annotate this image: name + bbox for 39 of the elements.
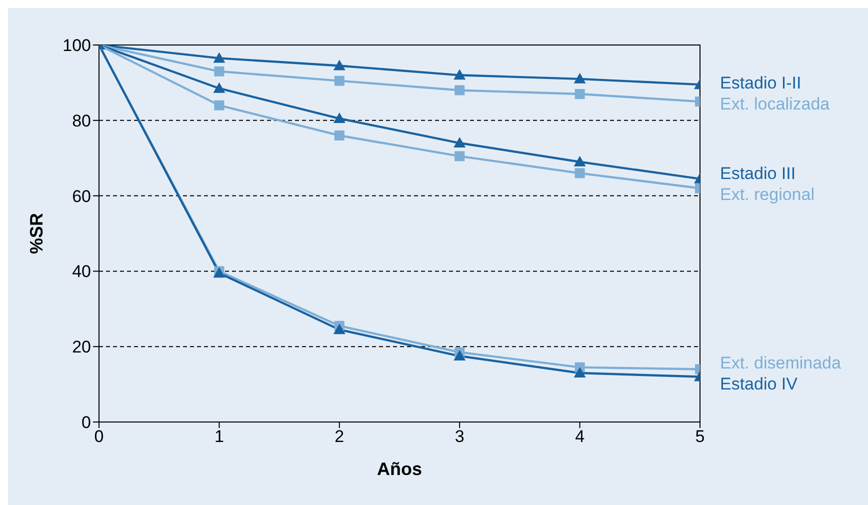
series-label: Ext. localizada	[720, 94, 830, 114]
point	[213, 52, 226, 63]
point	[454, 69, 466, 80]
y-tick-label: 100	[62, 36, 91, 56]
point	[574, 89, 585, 100]
series-label: Estadio I-II	[720, 74, 802, 93]
point	[454, 350, 466, 361]
x-tick-label: 2	[334, 427, 344, 446]
x-tick-label: 0	[94, 427, 104, 446]
point	[454, 85, 465, 96]
y-tick-label: 40	[72, 262, 91, 282]
point	[214, 100, 224, 110]
point	[574, 156, 586, 166]
series-label: Ext. diseminada	[720, 353, 842, 372]
point	[214, 66, 224, 76]
series-label: Estadio III	[720, 164, 796, 184]
point	[213, 82, 226, 93]
y-tick-label: 20	[72, 338, 91, 357]
x-tick-label: 3	[454, 427, 464, 446]
point	[574, 168, 585, 178]
point	[454, 137, 466, 148]
x-axis-title: Años	[377, 458, 422, 479]
x-tick-label: 5	[695, 427, 705, 446]
point	[333, 112, 346, 124]
y-tick-label: 0	[82, 413, 91, 432]
point	[574, 366, 586, 378]
y-axis-title: %SR	[26, 212, 46, 254]
series-label: Estadio IV	[720, 374, 798, 394]
point	[334, 76, 344, 86]
point	[333, 324, 346, 334]
x-tick-label: 4	[575, 427, 585, 446]
point	[334, 130, 344, 140]
y-tick-label: 80	[72, 111, 91, 130]
point	[454, 151, 465, 162]
y-tick-label: 60	[72, 186, 91, 206]
point	[333, 60, 346, 70]
series-label: Ext. regional	[720, 185, 814, 204]
x-tick-label: 1	[214, 427, 224, 446]
point	[574, 72, 586, 84]
